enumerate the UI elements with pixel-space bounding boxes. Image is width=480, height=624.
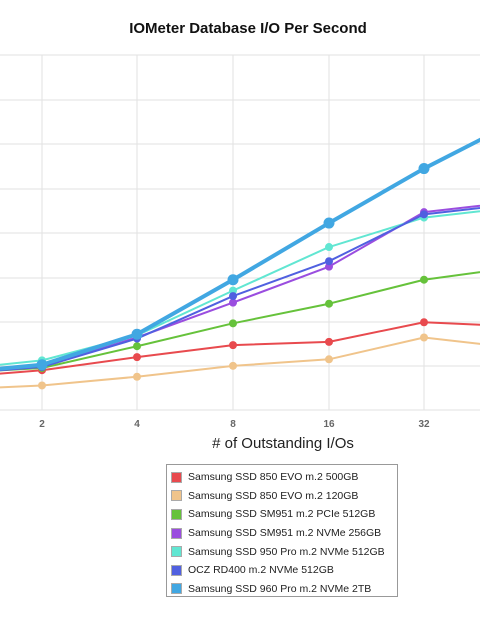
x-tick-label: 4 (134, 419, 140, 430)
data-point (325, 299, 333, 308)
legend-swatch (171, 490, 182, 502)
legend-label: OCZ RD400 m.2 NVMe 512GB (188, 564, 334, 577)
legend-swatch (171, 508, 182, 520)
data-point (38, 381, 46, 390)
data-point (36, 359, 48, 371)
legend-swatch (171, 564, 182, 576)
data-point (325, 355, 333, 364)
legend-item: Samsung SSD SM951 m.2 PCIe 512GB (171, 505, 393, 524)
legend-label: Samsung SSD 950 Pro m.2 NVMe 512GB (188, 545, 385, 558)
x-axis-ticks: 2 4 8 16 32 (39, 419, 430, 430)
legend: Samsung SSD 850 EVO m.2 500GB Samsung SSD… (166, 464, 398, 597)
series-layer (0, 137, 480, 390)
x-tick-label: 2 (39, 419, 45, 430)
data-point (420, 333, 428, 342)
chart-title: IOMeter Database I/O Per Second (129, 20, 367, 37)
legend-item: Samsung SSD 960 Pro m.2 NVMe 2TB (171, 580, 393, 599)
series-line (0, 321, 480, 375)
legend-label: Samsung SSD SM951 m.2 NVMe 256GB (188, 527, 382, 540)
legend-swatch (171, 583, 182, 595)
grid (0, 54, 480, 411)
legend-label: Samsung SSD 960 Pro m.2 NVMe 2TB (188, 582, 372, 595)
data-point (420, 318, 428, 327)
data-point (420, 210, 428, 219)
legend-swatch (171, 546, 182, 558)
legend-swatch (171, 471, 182, 483)
series-line (0, 206, 480, 372)
data-point (131, 328, 143, 340)
x-tick-label: 8 (230, 419, 236, 430)
legend-label: Samsung SSD SM951 m.2 PCIe 512GB (188, 508, 376, 521)
data-point (133, 353, 141, 362)
data-point (133, 372, 141, 381)
legend-item: Samsung SSD SM951 m.2 NVMe 256GB (171, 524, 393, 543)
series-3 (0, 271, 480, 373)
data-point (323, 217, 335, 229)
data-point (229, 292, 237, 301)
data-point (133, 342, 141, 351)
data-point (418, 163, 430, 175)
series-7 (0, 137, 480, 371)
x-tick-label: 16 (323, 419, 335, 430)
legend-label: Samsung SSD 850 EVO m.2 120GB (188, 489, 359, 502)
data-point (420, 275, 428, 284)
legend-item: Samsung SSD 950 Pro m.2 NVMe 512GB (171, 542, 393, 561)
x-tick-label: 32 (418, 419, 430, 430)
series-5 (0, 210, 480, 366)
data-point (227, 274, 239, 286)
legend-item: OCZ RD400 m.2 NVMe 512GB (171, 561, 393, 580)
x-axis-label: # of Outstanding I/Os (212, 435, 354, 452)
data-point (229, 361, 237, 370)
legend-swatch (171, 527, 182, 539)
series-2 (0, 333, 480, 390)
legend-item: Samsung SSD 850 EVO m.2 500GB (171, 468, 393, 487)
legend-item: Samsung SSD 850 EVO m.2 120GB (171, 487, 393, 506)
data-point (229, 319, 237, 328)
series-line (0, 137, 480, 371)
data-point (229, 341, 237, 350)
data-point (325, 257, 333, 266)
data-point (325, 243, 333, 252)
series-1 (0, 318, 480, 375)
data-point (229, 298, 237, 307)
legend-label: Samsung SSD 850 EVO m.2 500GB (188, 471, 359, 484)
data-point (325, 337, 333, 346)
